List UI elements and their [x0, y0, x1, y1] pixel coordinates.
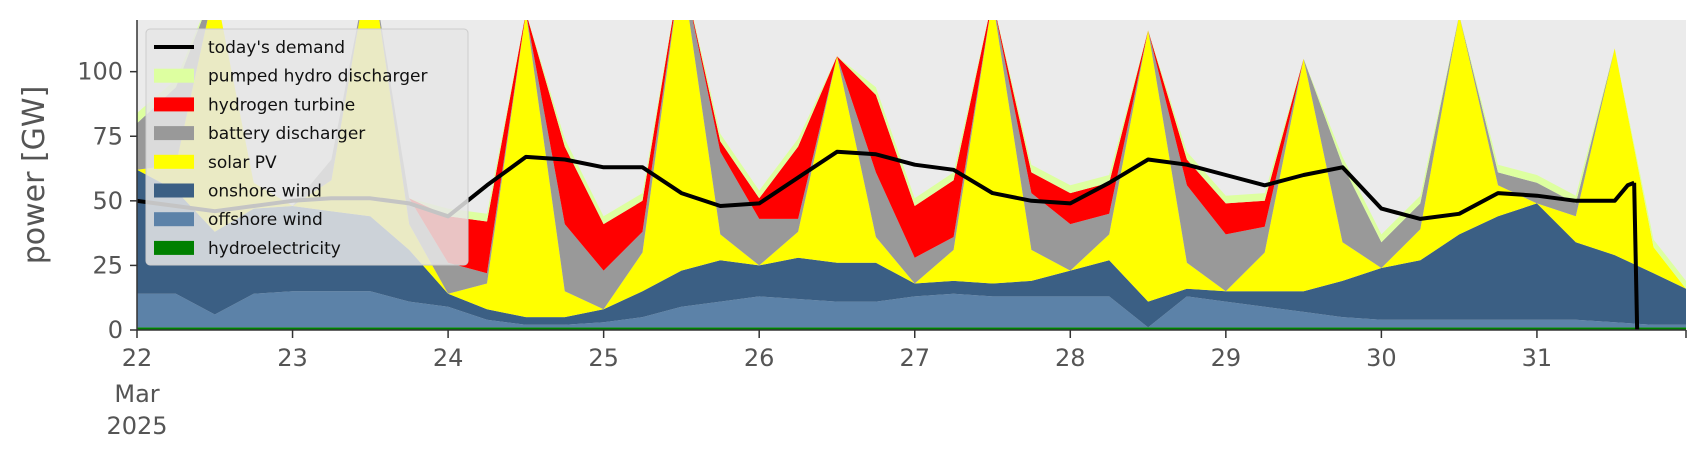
area-solar-pv — [137, 20, 1686, 318]
x-tick-label: 23 — [277, 344, 308, 372]
legend-label: hydrogen turbine — [208, 95, 355, 115]
x-tick-label: 30 — [1366, 344, 1397, 372]
legend-label: battery discharger — [208, 124, 365, 144]
legend-swatch — [154, 126, 194, 141]
stacked-areas — [137, 20, 1686, 330]
area-offshore-wind — [137, 291, 1686, 328]
x-tick-label: 22 — [122, 344, 153, 372]
y-tick-label: 0 — [108, 316, 123, 344]
y-tick-label: 25 — [92, 251, 123, 279]
x-tick-label: 25 — [588, 344, 619, 372]
y-tick-label: 75 — [92, 122, 123, 150]
area-hydrogen-turbine — [137, 20, 1686, 289]
x-tick-label: 31 — [1522, 344, 1553, 372]
legend-swatch — [154, 154, 194, 169]
y-tick-label: 50 — [92, 187, 123, 215]
area-battery-discharger — [137, 20, 1686, 310]
legend-label: hydroelectricity — [208, 239, 341, 259]
legend-label: solar PV — [208, 153, 277, 173]
y-axis-label: power [GW] — [17, 86, 52, 265]
x-tick-label: 26 — [744, 344, 775, 372]
area-onshore-wind — [137, 169, 1686, 328]
axes: 0 25 50 75 100 22 Mar 2025 23 24 25 26 27 28 29 30 31 — [77, 20, 1687, 440]
legend-label: offshore wind — [208, 210, 323, 230]
x-tick-label: 28 — [1055, 344, 1086, 372]
x-tick-label: 29 — [1211, 344, 1242, 372]
x-tick-label: 24 — [433, 344, 464, 372]
y-tick-label: 100 — [77, 58, 123, 86]
legend-swatch — [154, 68, 194, 83]
legend-box — [145, 28, 469, 266]
legend-label: onshore wind — [208, 182, 322, 202]
legend-swatch — [154, 212, 194, 227]
x-tick-label: 27 — [899, 344, 930, 372]
legend-swatch — [154, 97, 194, 112]
legend-label: today's demand — [208, 38, 345, 58]
x-tick-sublabel: 2025 — [106, 412, 167, 440]
legend-label: pumped hydro discharger — [208, 67, 427, 87]
demand-line-end — [1632, 182, 1640, 330]
legend-swatch — [154, 240, 194, 255]
legend: today's demand pumped hydro discharger hyd… — [145, 28, 469, 266]
legend-swatch — [154, 183, 194, 198]
x-tick-sublabel: Mar — [114, 380, 159, 408]
